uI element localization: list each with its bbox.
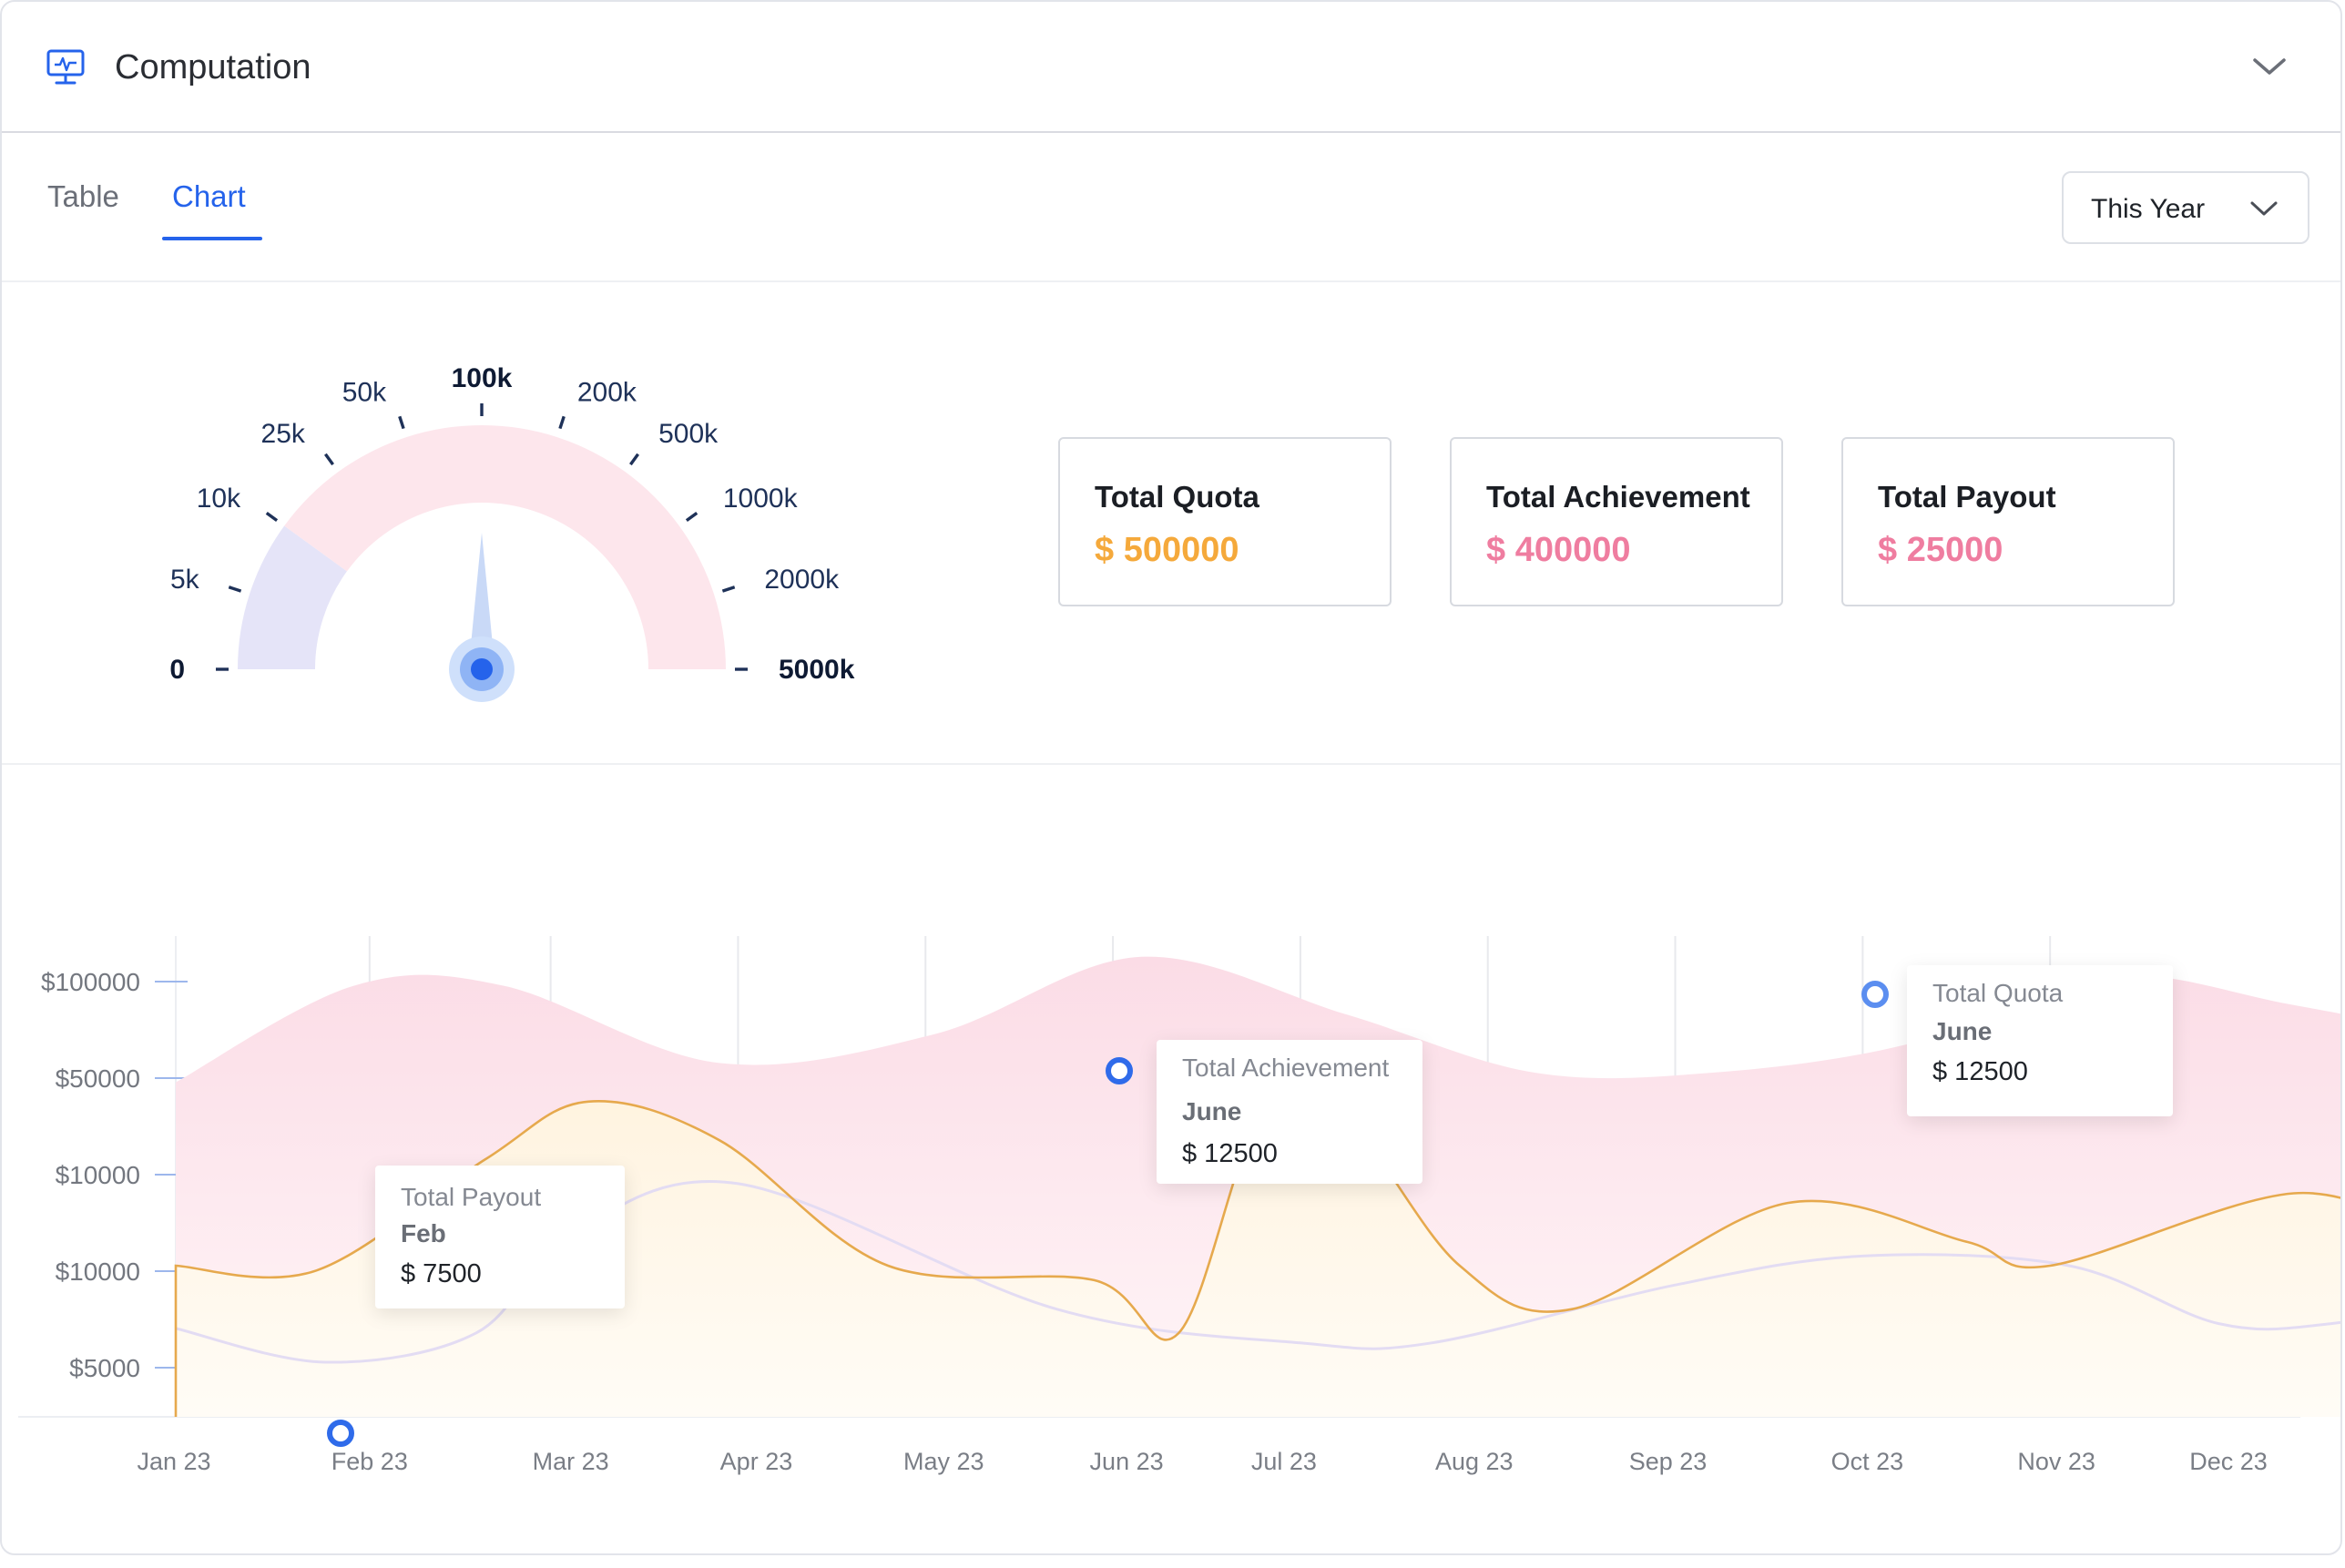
marker-total-achievement bbox=[1106, 1057, 1133, 1084]
tooltip-series: Total Achievement bbox=[1182, 1054, 1390, 1082]
stat-title: Total Payout bbox=[1878, 480, 2056, 514]
gauge-tick-label: 0 bbox=[169, 655, 185, 685]
x-tick-label: Jun 23 bbox=[1090, 1448, 1164, 1475]
tooltip-total-quota: Total Quota June $ 12500 bbox=[1907, 965, 2173, 1116]
gauge-tick bbox=[323, 453, 334, 466]
gauge-chart: 0 5k 10k 25k 50k 100k 200k 500k 1000k 2000k 5000k bbox=[169, 363, 855, 702]
y-tick-label: $100000 bbox=[41, 968, 140, 996]
section-divider bbox=[2, 763, 2340, 765]
gauge-tick bbox=[721, 585, 736, 593]
gauge-tick bbox=[398, 415, 405, 430]
gauge-tick-label: 25k bbox=[261, 419, 306, 449]
gauge-tick-label: 5k bbox=[170, 565, 200, 595]
y-tick-label: $10000 bbox=[56, 1257, 140, 1286]
x-tick-label: Nov 23 bbox=[2017, 1448, 2095, 1475]
gauge-tick bbox=[685, 511, 698, 522]
stat-value: $ 400000 bbox=[1486, 531, 1631, 569]
x-tick-label: Feb 23 bbox=[331, 1448, 408, 1475]
x-tick-label: Dec 23 bbox=[2189, 1448, 2268, 1475]
monitor-icon bbox=[46, 49, 85, 85]
stat-value: $ 500000 bbox=[1095, 531, 1239, 569]
x-tick-label: Mar 23 bbox=[533, 1448, 609, 1475]
tab-chart[interactable]: Chart bbox=[172, 179, 246, 213]
period-select[interactable]: This Year bbox=[2062, 171, 2309, 244]
gauge-tick-label: 5000k bbox=[779, 655, 855, 685]
y-tick-label: $50000 bbox=[56, 1064, 140, 1093]
card-header[interactable]: Computation bbox=[2, 2, 2340, 133]
stat-card-total-payout: Total Payout $ 25000 bbox=[1841, 437, 2175, 606]
active-tab-indicator bbox=[162, 237, 262, 240]
gauge-tick bbox=[265, 511, 279, 522]
gauge-fill-segment bbox=[238, 525, 347, 669]
gauge-tick-label: 200k bbox=[577, 378, 637, 408]
y-tick-label: $5000 bbox=[69, 1354, 140, 1382]
x-tick-label: Jul 23 bbox=[1251, 1448, 1317, 1475]
tooltip-month: June bbox=[1182, 1097, 1242, 1125]
gauge-tick-label: 100k bbox=[452, 363, 513, 393]
tooltip-series: Total Quota bbox=[1932, 979, 2064, 1007]
stat-card-total-achievement: Total Achievement $ 400000 bbox=[1450, 437, 1783, 606]
marker-total-payout bbox=[327, 1420, 354, 1447]
gauge-tick-label: 2000k bbox=[764, 565, 840, 595]
tooltip-total-payout: Total Payout Feb $ 7500 bbox=[375, 1166, 625, 1308]
gauge-tick-label: 500k bbox=[658, 419, 719, 449]
gauge-tick bbox=[228, 585, 242, 593]
stat-card-total-quota: Total Quota $ 500000 bbox=[1058, 437, 1392, 606]
period-select-value: This Year bbox=[2091, 194, 2206, 224]
chevron-down-icon[interactable] bbox=[2251, 53, 2288, 80]
series-area-total-achievement bbox=[176, 1092, 2340, 1417]
tooltip-value: $ 12500 bbox=[1182, 1139, 1278, 1168]
gauge-needle bbox=[470, 533, 494, 655]
gauge-hub bbox=[471, 658, 493, 680]
gauge-tick bbox=[629, 453, 640, 466]
x-tick-label: Apr 23 bbox=[720, 1448, 793, 1475]
chevron-down-icon bbox=[2250, 201, 2278, 216]
stat-title: Total Quota bbox=[1095, 480, 1259, 514]
tooltip-month: Feb bbox=[401, 1219, 446, 1247]
page-title: Computation bbox=[115, 48, 311, 87]
gauge-tick-label: 10k bbox=[197, 484, 241, 514]
x-tick-label: Jan 23 bbox=[137, 1448, 210, 1475]
x-tick-label: Sep 23 bbox=[1629, 1448, 1708, 1475]
tooltip-total-achievement: Total Achievement June $ 12500 bbox=[1157, 1040, 1422, 1184]
tooltip-month: June bbox=[1932, 1017, 1993, 1045]
stat-title: Total Achievement bbox=[1486, 480, 1750, 514]
tooltip-value: $ 12500 bbox=[1932, 1057, 2028, 1086]
x-tick-label: Aug 23 bbox=[1435, 1448, 1514, 1475]
marker-total-quota bbox=[1861, 981, 1889, 1008]
tab-table[interactable]: Table bbox=[47, 179, 119, 213]
stat-value: $ 25000 bbox=[1878, 531, 2003, 569]
y-tick-label: $10000 bbox=[56, 1161, 140, 1189]
tooltip-value: $ 7500 bbox=[401, 1259, 482, 1288]
view-tabs: Table Chart bbox=[2, 133, 2340, 282]
tooltip-series: Total Payout bbox=[401, 1183, 542, 1211]
gauge-remaining-segment bbox=[284, 425, 726, 669]
line-area-chart: $100000 $50000 $10000 $10000 $5000 Jan 23 Feb … bbox=[18, 936, 2340, 1475]
x-tick-label: May 23 bbox=[903, 1448, 984, 1475]
gauge-tick bbox=[558, 415, 566, 430]
gauge-tick-label: 1000k bbox=[723, 484, 799, 514]
series-line-total-payout bbox=[175, 1179, 2340, 1364]
x-tick-label: Oct 23 bbox=[1831, 1448, 1904, 1475]
gauge-tick-label: 50k bbox=[342, 378, 387, 408]
